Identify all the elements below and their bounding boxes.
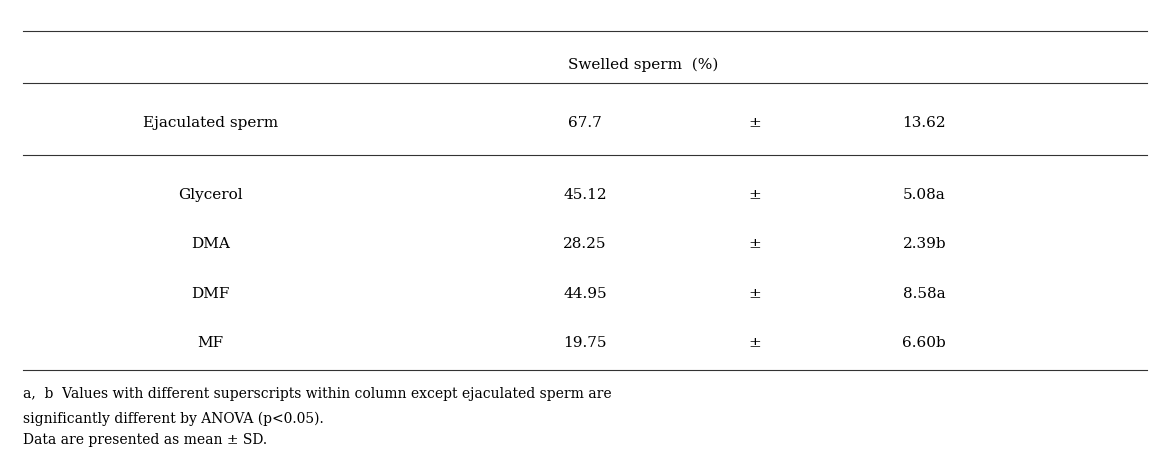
Text: Data are presented as mean ± SD.: Data are presented as mean ± SD.: [23, 433, 268, 447]
Text: MF: MF: [198, 336, 223, 350]
Text: ±: ±: [749, 116, 761, 130]
Text: 28.25: 28.25: [563, 237, 607, 251]
Text: 2.39b: 2.39b: [902, 237, 947, 251]
Text: 67.7: 67.7: [569, 116, 601, 130]
Text: 13.62: 13.62: [902, 116, 947, 130]
Text: Glycerol: Glycerol: [178, 188, 243, 202]
Text: 6.60b: 6.60b: [902, 336, 947, 350]
Text: 44.95: 44.95: [563, 286, 607, 300]
Text: ±: ±: [749, 286, 761, 300]
Text: a,  b  Values with different superscripts within column except ejaculated sperm : a, b Values with different superscripts …: [23, 387, 612, 401]
Text: Ejaculated sperm: Ejaculated sperm: [143, 116, 278, 130]
Text: 45.12: 45.12: [563, 188, 607, 202]
Text: significantly different by ANOVA (p<0.05).: significantly different by ANOVA (p<0.05…: [23, 412, 324, 426]
Text: DMA: DMA: [191, 237, 230, 251]
Text: 5.08a: 5.08a: [903, 188, 945, 202]
Text: 8.58a: 8.58a: [903, 286, 945, 300]
Text: 19.75: 19.75: [563, 336, 607, 350]
Text: ±: ±: [749, 237, 761, 251]
Text: DMF: DMF: [192, 286, 229, 300]
Text: ±: ±: [749, 188, 761, 202]
Text: Swelled sperm  (%): Swelled sperm (%): [569, 58, 718, 72]
Text: ±: ±: [749, 336, 761, 350]
